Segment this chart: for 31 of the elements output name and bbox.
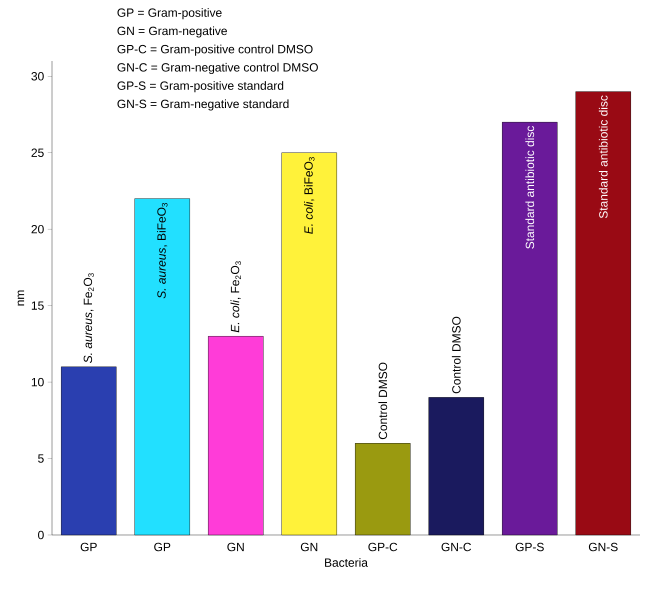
y-tick-label: 25 [32,148,44,157]
x-tick-label: GP [154,542,170,552]
annotation: GN-C = Gram-negative control DMSO [117,62,318,74]
x-tick-label: GN-S [588,542,618,552]
y-tick-label: 15 [32,301,44,310]
annotation: Control DMSO [378,362,388,440]
x-tick-label: GP-S [516,542,544,552]
text: GN = Gram-negative [117,26,227,38]
x-tick-label: GN-C [442,542,472,552]
annotation: GP-S = Gram-positive standard [117,81,284,92]
text: GP-C = Gram-positive control DMSO [117,44,313,56]
y-tick-label: 20 [32,224,44,234]
x-axis-title: Bacteria [325,558,368,567]
y-tick-label: 30 [31,72,44,81]
y-tick-label: 10 [32,378,44,386]
annotation: GN-S = Gram-negative standard [117,99,289,111]
annotation: S. aureus, BiFeO$_{3}$ [156,202,168,298]
y-axis-title: nm [18,290,24,306]
text: GP = Gram-positive [117,8,222,20]
annotation: Standard antibiotic disc [525,126,534,249]
x-tick-label: GP-C [368,542,398,552]
annotation: S. aureus, Fe$_{2}$O$_{3}$ [84,273,94,363]
x-tick-label: GP [80,542,97,552]
x-tick-label: GN [227,542,244,552]
annotation: Control DMSO [452,316,461,394]
y-tick-label: 0 [38,530,44,540]
annotation: E. coli, BiFeO$_{3}$ [304,157,315,234]
y-tick-label: 5 [38,454,44,463]
annotation: E. coli, Fe$_{2}$O$_{3}$ [230,261,242,332]
x-tick-label: GN [300,542,318,552]
annotation: Standard antibiotic disc [598,95,608,218]
